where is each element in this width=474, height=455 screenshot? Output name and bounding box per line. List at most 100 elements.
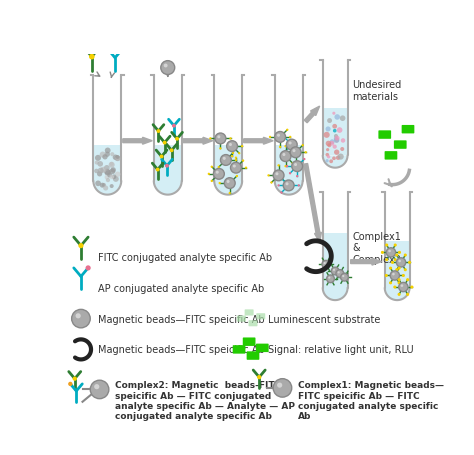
Text: Luminescent substrate: Luminescent substrate — [268, 314, 381, 324]
FancyBboxPatch shape — [233, 345, 246, 354]
Circle shape — [294, 162, 297, 164]
Circle shape — [292, 150, 295, 153]
Circle shape — [404, 254, 407, 257]
Circle shape — [326, 154, 329, 157]
Circle shape — [326, 160, 329, 163]
Text: Complex2: Magnetic  beads-FITC
speicific Ab — FITC conjugated
analyte specific A: Complex2: Magnetic beads-FITC speicific … — [115, 380, 295, 420]
Circle shape — [229, 138, 232, 140]
Circle shape — [97, 172, 102, 177]
FancyArrow shape — [351, 258, 382, 266]
Circle shape — [208, 173, 210, 176]
Circle shape — [322, 261, 330, 268]
Circle shape — [335, 136, 339, 141]
Circle shape — [329, 142, 334, 146]
FancyBboxPatch shape — [401, 126, 414, 134]
Circle shape — [245, 167, 247, 169]
Circle shape — [336, 156, 340, 161]
Circle shape — [399, 283, 408, 292]
Circle shape — [109, 175, 114, 180]
Circle shape — [75, 313, 81, 318]
Circle shape — [113, 177, 119, 182]
Circle shape — [392, 273, 395, 276]
Circle shape — [95, 181, 101, 187]
Circle shape — [95, 161, 99, 165]
Circle shape — [291, 154, 293, 157]
Circle shape — [105, 152, 110, 157]
Circle shape — [393, 286, 396, 289]
Polygon shape — [324, 156, 347, 168]
Circle shape — [336, 270, 344, 278]
Circle shape — [408, 261, 411, 264]
Circle shape — [223, 157, 226, 161]
Polygon shape — [324, 234, 347, 288]
Circle shape — [334, 135, 338, 139]
Circle shape — [303, 158, 305, 161]
Circle shape — [280, 152, 291, 162]
Circle shape — [326, 127, 330, 132]
Circle shape — [337, 154, 344, 160]
Circle shape — [333, 130, 337, 133]
Circle shape — [165, 164, 169, 168]
FancyArrow shape — [244, 138, 273, 145]
Circle shape — [105, 148, 110, 154]
Circle shape — [333, 145, 337, 149]
Circle shape — [273, 171, 284, 182]
Circle shape — [398, 267, 401, 270]
Circle shape — [341, 139, 345, 143]
Circle shape — [286, 166, 288, 168]
Circle shape — [398, 293, 401, 296]
Circle shape — [85, 266, 91, 271]
FancyBboxPatch shape — [256, 344, 269, 352]
Circle shape — [235, 157, 237, 159]
Circle shape — [277, 165, 280, 167]
Circle shape — [389, 267, 392, 270]
Text: AP conjugated analyte specific Ab: AP conjugated analyte specific Ab — [98, 283, 264, 293]
Circle shape — [224, 178, 235, 189]
Circle shape — [326, 149, 329, 152]
Circle shape — [113, 155, 118, 161]
Text: Undesired
materials: Undesired materials — [352, 80, 401, 101]
Circle shape — [230, 163, 241, 174]
Circle shape — [277, 135, 280, 137]
Circle shape — [394, 244, 397, 247]
Circle shape — [402, 274, 405, 278]
Circle shape — [161, 61, 175, 76]
Polygon shape — [155, 145, 181, 182]
Circle shape — [331, 268, 339, 275]
FancyBboxPatch shape — [384, 152, 397, 160]
Circle shape — [335, 115, 340, 121]
Circle shape — [116, 156, 119, 160]
Circle shape — [283, 181, 294, 192]
Circle shape — [292, 162, 302, 172]
Circle shape — [398, 260, 401, 263]
Circle shape — [156, 130, 160, 134]
Text: Complex1: Magnetic beads—
FITC speicific Ab — FITC
conjugated analyte specific
A: Complex1: Magnetic beads— FITC speicific… — [298, 380, 444, 420]
Circle shape — [406, 278, 409, 282]
Circle shape — [385, 274, 388, 278]
Circle shape — [292, 163, 294, 165]
Circle shape — [286, 140, 297, 151]
Circle shape — [220, 155, 231, 166]
Circle shape — [94, 169, 99, 174]
Circle shape — [337, 272, 340, 274]
Polygon shape — [275, 182, 302, 195]
Circle shape — [156, 168, 160, 172]
Circle shape — [301, 145, 304, 147]
Circle shape — [217, 136, 220, 139]
Circle shape — [391, 261, 394, 264]
Circle shape — [257, 375, 261, 379]
Circle shape — [235, 159, 237, 162]
Circle shape — [290, 147, 301, 158]
Circle shape — [109, 185, 114, 189]
FancyArrow shape — [304, 164, 321, 243]
FancyBboxPatch shape — [246, 352, 259, 360]
Circle shape — [332, 112, 336, 116]
Circle shape — [106, 178, 110, 183]
Circle shape — [109, 169, 115, 175]
Circle shape — [296, 176, 298, 178]
FancyBboxPatch shape — [394, 141, 407, 150]
Circle shape — [267, 175, 270, 177]
Circle shape — [210, 166, 213, 168]
Circle shape — [386, 248, 396, 258]
Text: FITC conjugated analyte specific Ab: FITC conjugated analyte specific Ab — [98, 253, 272, 263]
